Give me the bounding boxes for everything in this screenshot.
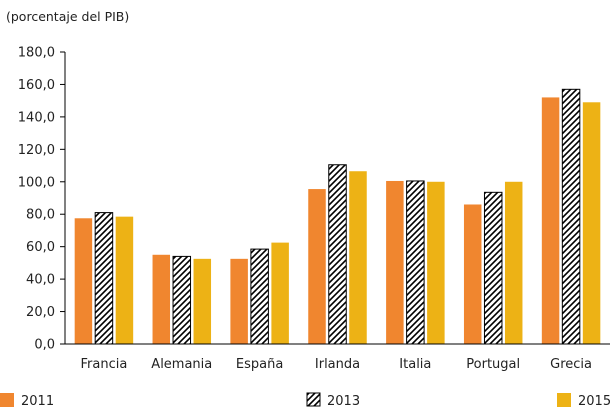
legend-swatch-2011 xyxy=(0,393,14,407)
bar-2015-6 xyxy=(582,102,601,345)
y-tick-label: 160,0 xyxy=(18,78,55,93)
x-tick-label: Grecia xyxy=(550,357,592,372)
legend-label-2011: 2011 xyxy=(21,394,54,409)
bar-2011-6 xyxy=(541,97,560,344)
bar-2015-4 xyxy=(427,181,445,344)
y-tick-label: 0,0 xyxy=(34,338,55,353)
x-tick-label: España xyxy=(236,357,283,372)
bar-2011-3 xyxy=(308,189,326,344)
y-tick-label: 80,0 xyxy=(26,208,55,223)
bar-2011-5 xyxy=(463,204,482,344)
bar-2011-0 xyxy=(74,218,93,344)
bar-2013-3 xyxy=(328,164,347,345)
bar-2013-4 xyxy=(406,180,425,345)
unit-note: (porcentaje del PIB) xyxy=(6,9,129,24)
y-tick-label: 120,0 xyxy=(18,143,55,158)
bar-2013-6 xyxy=(561,88,581,345)
x-tick-label: Francia xyxy=(81,357,128,372)
y-tick-label: 140,0 xyxy=(18,110,55,125)
bar-2011-2 xyxy=(230,258,248,344)
bar-2013-0 xyxy=(94,212,114,345)
bar-2013-1 xyxy=(172,255,192,345)
y-tick-label: 40,0 xyxy=(26,273,55,288)
legend-swatch-2015 xyxy=(557,393,571,407)
y-axis: 0,0 20,0 40,0 60,0 80,0 100,0 120,0 140,0 160,0 1… xyxy=(18,46,66,353)
bar-2011-4 xyxy=(386,180,404,344)
legend-swatch-2013 xyxy=(306,392,321,407)
y-tick-label: 20,0 xyxy=(26,305,55,320)
bar-2015-0 xyxy=(115,216,134,344)
x-tick-label: Alemania xyxy=(151,357,212,372)
x-tick-label: Irlanda xyxy=(315,357,360,372)
x-tick-label: Italia xyxy=(399,357,431,372)
bar-2011-1 xyxy=(152,254,171,344)
y-tick-label: 100,0 xyxy=(18,175,55,190)
bar-2015-2 xyxy=(271,242,289,344)
x-tick-label: Portugal xyxy=(466,357,520,372)
bar-2015-1 xyxy=(193,258,212,344)
legend: 2011 2013 2015 xyxy=(0,392,611,409)
y-tick-label: 180,0 xyxy=(18,46,55,61)
y-tick-label: 60,0 xyxy=(26,240,55,255)
bar-2015-5 xyxy=(504,181,523,344)
bars xyxy=(74,88,601,345)
bar-2013-2 xyxy=(250,248,269,345)
legend-label-2013: 2013 xyxy=(327,394,360,409)
bar-2013-5 xyxy=(483,191,503,345)
x-axis: Francia Alemania España Irlanda Italia Portug… xyxy=(65,343,610,372)
legend-label-2015: 2015 xyxy=(578,394,611,409)
bar-2015-3 xyxy=(349,171,367,344)
